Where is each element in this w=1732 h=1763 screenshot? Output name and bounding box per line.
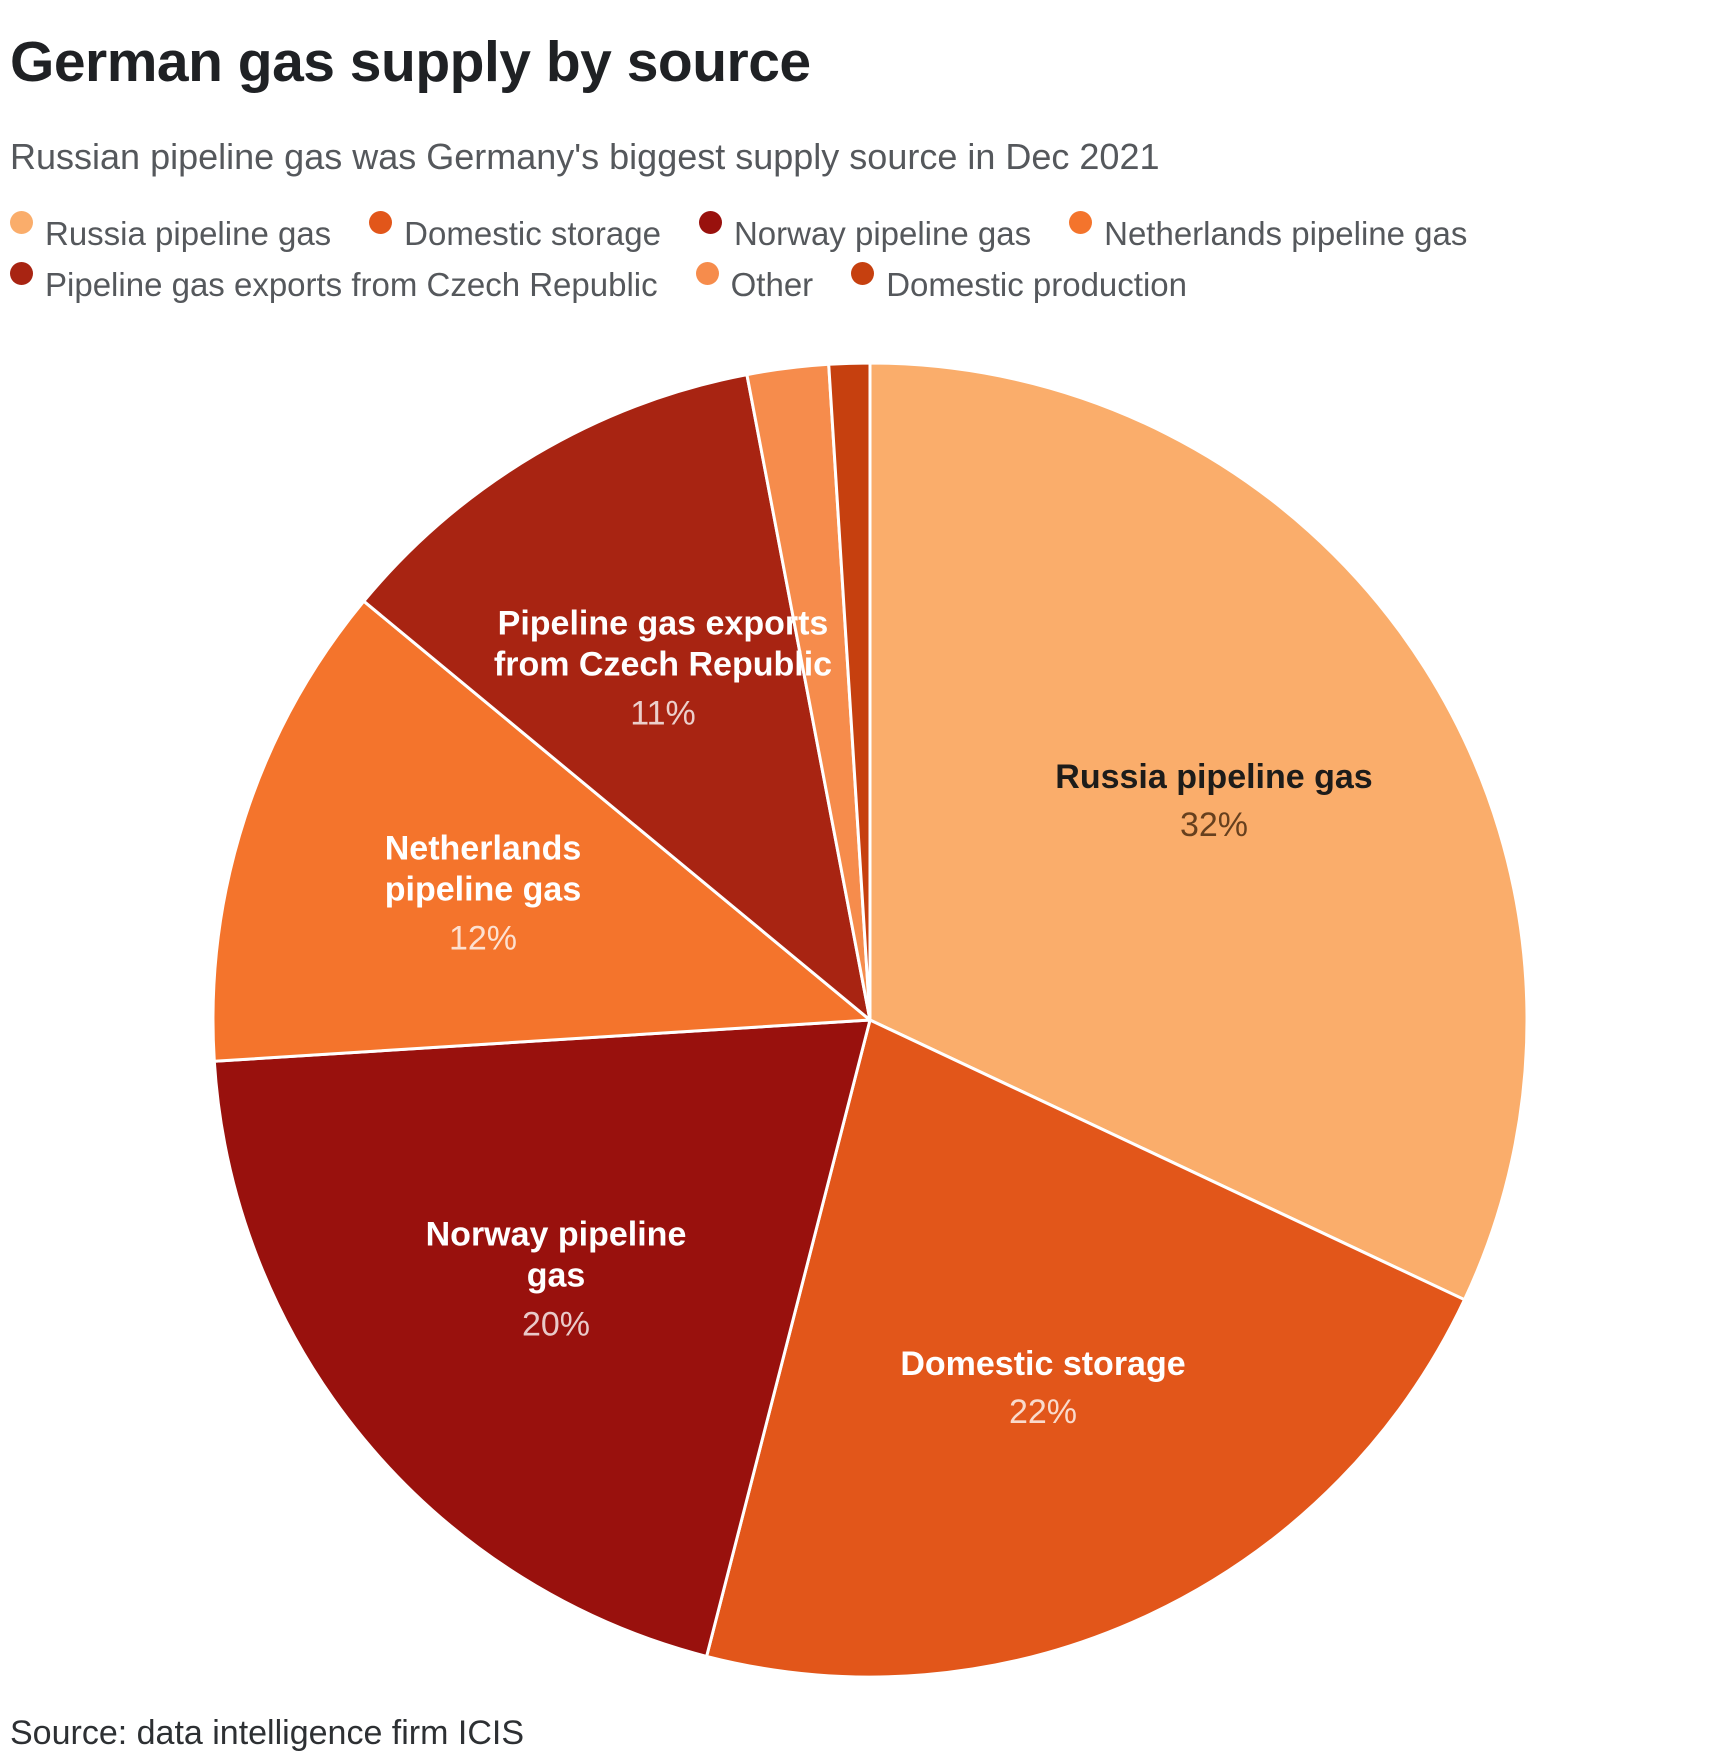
- pie-slice-domestic-storage: [705, 1018, 1466, 1679]
- legend-dot-icon: [10, 262, 33, 286]
- legend: Russia pipeline gas Domestic storage Norwa…: [10, 211, 1710, 306]
- legend-item-pipeline-gas-exports-from-czech-republic: Pipeline gas exports from Czech Republic: [10, 262, 658, 305]
- legend-item-domestic-storage: Domestic storage: [369, 211, 661, 254]
- legend-dot-icon: [10, 211, 33, 235]
- legend-label: Netherlands pipeline gas: [1104, 214, 1468, 252]
- source-note: Source: data intelligence firm ICIS: [10, 1714, 525, 1752]
- legend-label: Other: [730, 266, 814, 304]
- chart-title: German gas supply by source: [10, 30, 811, 94]
- legend-dot-icon: [695, 262, 719, 286]
- legend-label: Domestic production: [886, 266, 1187, 304]
- legend-item-norway-pipeline-gas: Norway pipeline gas: [698, 211, 1032, 254]
- legend-dot-icon: [369, 211, 393, 235]
- pie-slice-russia-pipeline-gas: [868, 361, 1529, 1302]
- legend-dot-icon: [851, 262, 875, 286]
- legend-label: Russia pipeline gas: [45, 214, 332, 252]
- legend-item-domestic-production: Domestic production: [851, 262, 1187, 305]
- pie-slice-pipeline-gas-exports-from-czech-republic: [362, 373, 872, 1022]
- pie-slice-domestic-production: [827, 361, 872, 1022]
- legend-item-other: Other: [695, 262, 814, 305]
- chart-subtitle: Russian pipeline gas was Germany's bigge…: [10, 135, 1160, 177]
- pie-slice-norway-pipeline-gas: [212, 1018, 872, 1658]
- legend-label: Pipeline gas exports from Czech Republic: [45, 266, 658, 304]
- legend-dot-icon: [698, 211, 722, 235]
- legend-item-russia-pipeline-gas: Russia pipeline gas: [10, 211, 332, 254]
- legend-item-netherlands-pipeline-gas: Netherlands pipeline gas: [1069, 211, 1468, 254]
- pie-slice-netherlands-pipeline-gas: [211, 599, 872, 1063]
- legend-dot-icon: [1069, 211, 1093, 235]
- legend-label: Domestic storage: [404, 214, 661, 252]
- chart-header: German gas supply by source Russian pipe…: [0, 0, 1732, 305]
- legend-label: Norway pipeline gas: [733, 214, 1032, 252]
